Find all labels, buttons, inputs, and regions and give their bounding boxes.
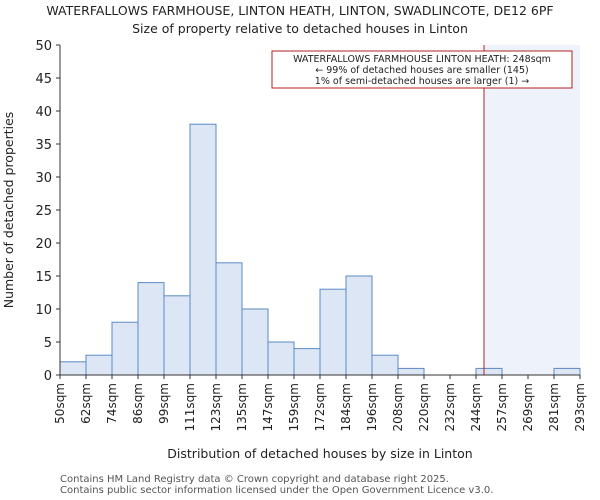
y-tick-label: 50	[35, 39, 52, 54]
x-tick-label: 196sqm	[365, 383, 379, 431]
y-tick-label: 5	[44, 336, 52, 351]
x-tick-label: 99sqm	[157, 383, 171, 424]
y-tick-label: 35	[35, 138, 52, 153]
y-tick-label: 45	[35, 72, 52, 87]
annotation-box	[271, 50, 573, 89]
bar	[163, 295, 191, 376]
y-tick-label: 25	[35, 204, 52, 219]
x-tick-label: 135sqm	[235, 383, 249, 431]
x-tick-label: 208sqm	[391, 383, 405, 431]
x-tick-label: 281sqm	[547, 383, 561, 431]
x-tick-label: 123sqm	[209, 383, 223, 431]
x-tick-label: 244sqm	[469, 383, 483, 431]
footer-licence: Contains public sector information licen…	[60, 485, 494, 496]
bar	[397, 367, 425, 376]
highlight-region	[484, 45, 580, 375]
x-tick-label: 74sqm	[105, 383, 119, 424]
bar	[215, 262, 243, 376]
footer-copyright: Contains HM Land Registry data © Crown c…	[60, 474, 449, 485]
x-tick-label: 111sqm	[183, 383, 197, 431]
chart-subtitle: Size of property relative to detached ho…	[132, 21, 468, 36]
bar	[371, 354, 399, 376]
y-tick-label: 40	[35, 105, 52, 120]
annotation-line: ← 99% of detached houses are smaller (14…	[315, 65, 528, 76]
y-tick-label: 20	[35, 237, 52, 252]
y-tick-label: 10	[35, 303, 52, 318]
bar	[319, 288, 347, 376]
x-tick-label: 184sqm	[339, 383, 353, 431]
x-tick-label: 257sqm	[495, 383, 509, 431]
bar	[267, 341, 295, 376]
chart-title: WATERFALLOWS FARMHOUSE, LINTON HEATH, LI…	[46, 3, 554, 18]
bar	[85, 354, 113, 376]
bar	[553, 367, 581, 376]
bar	[137, 282, 165, 376]
bar	[189, 123, 217, 376]
y-tick-label: 0	[44, 369, 52, 384]
x-tick-label: 293sqm	[573, 383, 587, 431]
annotation-line: WATERFALLOWS FARMHOUSE LINTON HEATH: 248…	[293, 54, 551, 65]
annotation-line: 1% of semi-detached houses are larger (1…	[315, 76, 529, 87]
bar	[111, 321, 139, 376]
y-axis-title: Number of detached properties	[1, 112, 16, 309]
x-tick-label: 147sqm	[261, 383, 275, 431]
x-tick-label: 232sqm	[443, 383, 457, 431]
x-tick-label: 50sqm	[53, 383, 67, 424]
bar	[475, 367, 503, 376]
bar	[345, 275, 373, 376]
bar	[241, 308, 269, 376]
y-tick-label: 30	[35, 171, 52, 186]
y-tick-label: 15	[35, 270, 52, 285]
x-axis-title: Distribution of detached houses by size …	[167, 446, 472, 461]
x-tick-label: 86sqm	[131, 383, 145, 424]
x-tick-label: 172sqm	[313, 383, 327, 431]
bar	[59, 361, 87, 376]
x-tick-label: 269sqm	[521, 383, 535, 431]
x-tick-label: 220sqm	[417, 383, 431, 431]
x-tick-label: 62sqm	[79, 383, 93, 424]
x-tick-label: 159sqm	[287, 383, 301, 431]
bar	[293, 348, 321, 376]
